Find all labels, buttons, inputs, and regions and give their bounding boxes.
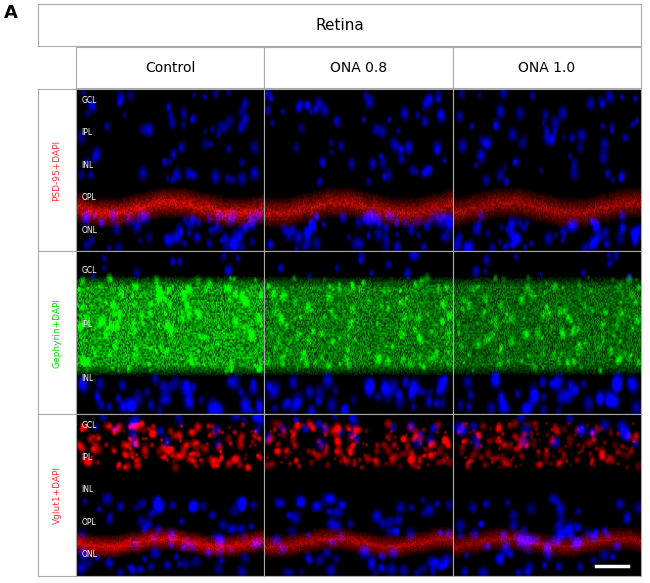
Text: IPL: IPL xyxy=(82,453,93,462)
Text: Control: Control xyxy=(145,61,196,75)
Text: PSD-95+DAPI: PSD-95+DAPI xyxy=(53,139,62,201)
Text: OPL: OPL xyxy=(82,518,96,527)
Text: IPL: IPL xyxy=(82,320,93,329)
Text: Gephyrin+DAPI: Gephyrin+DAPI xyxy=(53,297,62,367)
Text: INL: INL xyxy=(82,374,94,383)
Text: GCL: GCL xyxy=(82,420,97,430)
Text: INL: INL xyxy=(82,486,94,494)
Text: A: A xyxy=(4,4,18,22)
Text: ONA 1.0: ONA 1.0 xyxy=(518,61,575,75)
Text: IPL: IPL xyxy=(82,128,93,138)
Text: GCL: GCL xyxy=(82,96,97,105)
Text: OPL: OPL xyxy=(82,193,96,202)
Text: INL: INL xyxy=(82,161,94,170)
Text: GCL: GCL xyxy=(82,266,97,275)
Text: Vglut1+DAPI: Vglut1+DAPI xyxy=(53,466,62,524)
Text: Retina: Retina xyxy=(315,17,364,33)
Text: ONL: ONL xyxy=(82,550,98,560)
Text: ONA 0.8: ONA 0.8 xyxy=(330,61,387,75)
Text: ONL: ONL xyxy=(82,226,98,235)
